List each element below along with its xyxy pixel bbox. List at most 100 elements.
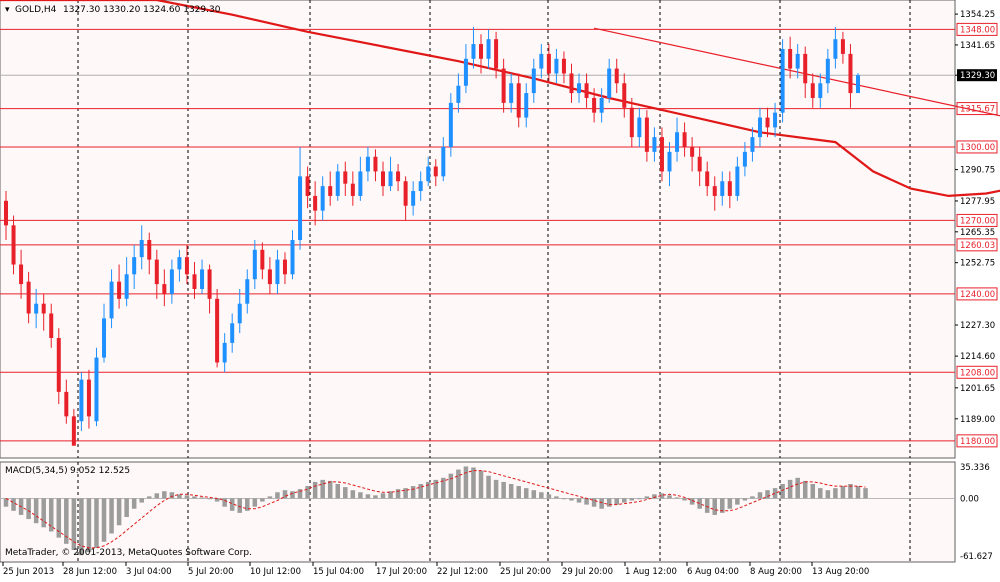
- candle-body: [298, 176, 303, 241]
- candle-body: [554, 58, 559, 74]
- candle: [147, 232, 152, 275]
- candle: [102, 303, 107, 363]
- candle: [260, 242, 265, 280]
- macd-bar: [825, 490, 831, 499]
- macd-bar: [101, 498, 107, 542]
- candle-body: [11, 225, 16, 265]
- macd-bar: [109, 498, 114, 534]
- time-tick-label: 1 Aug 12:00: [625, 567, 677, 577]
- candle-body: [584, 83, 589, 98]
- candle-body: [237, 303, 242, 324]
- candle: [848, 44, 853, 108]
- candle: [86, 369, 91, 429]
- macd-bar: [343, 487, 348, 499]
- candle: [162, 269, 167, 307]
- candle: [328, 171, 333, 206]
- macd-bar: [305, 486, 310, 499]
- candle: [795, 44, 800, 79]
- time-axis: 25 Jun 2013 28 Jun 12:00 3 Jul 04:00 5 Jul …: [2, 562, 869, 577]
- macd-bar: [704, 498, 710, 513]
- candle: [471, 26, 476, 69]
- candle-body: [448, 102, 453, 147]
- candle: [607, 58, 612, 103]
- candle: [200, 259, 205, 294]
- candle-body: [245, 279, 250, 304]
- level-tag: [956, 365, 998, 379]
- candle: [840, 31, 845, 64]
- candle-body: [147, 240, 152, 260]
- macd-bar: [335, 484, 341, 499]
- candle: [426, 156, 431, 187]
- candle-body: [720, 181, 725, 196]
- macd-bar: [448, 473, 454, 499]
- candle-body: [94, 357, 99, 422]
- macd-bar: [282, 490, 288, 499]
- candle: [735, 156, 740, 201]
- candle-body: [388, 171, 393, 187]
- candle: [388, 156, 393, 192]
- macd-bar: [599, 498, 604, 509]
- macd-bar: [689, 498, 695, 505]
- price-tick-label: 1277.95: [960, 197, 995, 207]
- candle: [441, 137, 446, 182]
- candle: [19, 249, 24, 299]
- time-tick-label: 3 Jul 04:00: [126, 567, 172, 577]
- macd-bar: [116, 498, 122, 526]
- candle: [192, 262, 197, 299]
- macd-bar: [229, 498, 235, 511]
- level-tag: [956, 213, 998, 227]
- macd-bar: [667, 495, 672, 499]
- candle-body: [825, 58, 830, 84]
- candle: [56, 328, 61, 405]
- candle-body: [712, 186, 717, 196]
- macd-bar: [682, 498, 687, 501]
- time-tick-label: 17 Jul 20:00: [376, 567, 427, 577]
- macd-bar: [463, 466, 469, 499]
- candle: [139, 225, 144, 270]
- candle-body: [426, 166, 431, 182]
- candle-body: [539, 53, 544, 69]
- macd-bar: [508, 484, 514, 499]
- macd-bar: [124, 498, 129, 518]
- candle: [742, 142, 747, 177]
- candle: [184, 244, 189, 285]
- candle: [584, 73, 589, 108]
- candle: [637, 107, 642, 147]
- candle: [320, 176, 325, 221]
- candle: [659, 127, 664, 182]
- candle-body: [411, 191, 416, 206]
- price-tick-label: 1201.65: [960, 384, 995, 394]
- level-tag: [956, 140, 998, 154]
- macd-bar: [539, 492, 544, 499]
- macd-bar: [531, 490, 537, 499]
- chart-menu-arrow[interactable]: ▾: [5, 5, 10, 15]
- macd-bar: [833, 488, 838, 499]
- time-tick-label: 8 Aug 20:00: [750, 567, 802, 577]
- candle-body: [373, 156, 378, 172]
- macd-panel[interactable]: [0, 461, 956, 563]
- candle-body: [757, 117, 762, 138]
- level-tag: [956, 22, 998, 36]
- macd-bar: [154, 493, 160, 499]
- macd-signal-line: [5, 470, 866, 549]
- candle-body: [215, 298, 220, 363]
- candle: [509, 73, 514, 113]
- candle-body: [117, 281, 122, 299]
- trendline: [593, 27, 1000, 117]
- macd-bar: [471, 467, 476, 499]
- macd-bar: [433, 479, 439, 499]
- current-price-label: 1329.30: [960, 71, 995, 81]
- candle-body: [546, 53, 551, 74]
- price-panel[interactable]: [0, 0, 956, 459]
- macd-bar: [674, 497, 680, 499]
- price-tick-label: 1227.30: [960, 321, 995, 331]
- level-tag: [956, 102, 998, 116]
- macd-bar: [184, 495, 190, 499]
- candle-body: [599, 97, 604, 113]
- macd-bar: [848, 484, 853, 499]
- macd-bar: [207, 498, 212, 500]
- candle-body: [592, 97, 597, 113]
- candle-body: [184, 257, 189, 275]
- macd-bar: [290, 491, 295, 499]
